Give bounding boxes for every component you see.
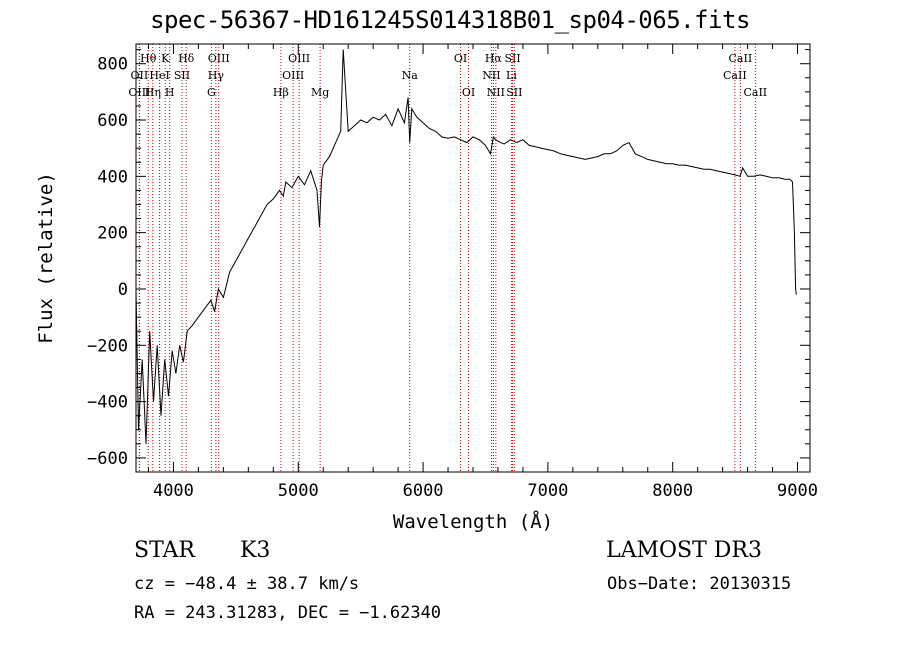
- x-tick-label-0: 4000: [153, 481, 194, 501]
- observation-date: Obs−Date: 20130315: [607, 574, 792, 594]
- line-marker-label-8: Hδ: [178, 52, 195, 65]
- line-marker-label-22: SII: [504, 52, 520, 65]
- x-tick-label-5: 9000: [777, 481, 818, 501]
- survey-name: LAMOST DR3: [606, 538, 762, 563]
- line-marker-label-1: OII: [131, 69, 149, 82]
- line-marker-label-5: Hη: [145, 86, 161, 99]
- line-marker-label-20: NII: [482, 69, 500, 82]
- line-marker-label-23: Li: [506, 69, 517, 82]
- y-tick-label-4: 200: [97, 224, 128, 244]
- sky-coordinates: RA = 243.31283, DEC = −1.62340: [134, 603, 442, 623]
- line-marker-label-3: K: [161, 52, 170, 65]
- x-tick-label-2: 6000: [403, 481, 444, 501]
- y-tick-label-3: 0: [118, 280, 128, 300]
- y-tick-label-5: 400: [97, 167, 128, 187]
- line-marker-label-21: NII: [487, 86, 505, 99]
- line-marker-label-27: CaII: [743, 86, 767, 99]
- line-marker-label-9: OIII: [208, 52, 230, 65]
- line-marker-label-12: Hβ: [273, 86, 289, 99]
- y-tick-label-2: −200: [87, 336, 128, 356]
- object-subclass: K3: [240, 538, 271, 563]
- chart-title: spec-56367-HD161245S014318B01_sp04-065.f…: [150, 6, 750, 34]
- y-axis-label: Flux (relative): [35, 172, 57, 344]
- line-marker-label-11: G: [207, 86, 216, 99]
- line-marker-label-7: H: [165, 86, 175, 99]
- redshift-velocity: cz = −48.4 ± 38.7 km/s: [134, 574, 360, 594]
- y-tick-label-1: −400: [87, 393, 128, 413]
- y-tick-label-0: −600: [87, 449, 128, 469]
- line-marker-label-26: CaII: [723, 69, 747, 82]
- y-tick-label-7: 800: [97, 55, 128, 75]
- line-marker-label-2: OIII: [128, 86, 150, 99]
- line-marker-label-19: Hα: [485, 52, 503, 65]
- line-marker-label-15: Mg: [311, 86, 329, 99]
- spectrum-line: [135, 49, 797, 444]
- object-class: STAR: [134, 538, 195, 563]
- line-marker-label-18: OI: [462, 86, 475, 99]
- x-tick-label-3: 7000: [527, 481, 568, 501]
- x-axis-label: Wavelength (Å): [393, 510, 553, 533]
- x-tick-label-4: 8000: [652, 481, 693, 501]
- line-marker-label-24: SII: [506, 86, 522, 99]
- line-marker-label-14: OIII: [282, 69, 304, 82]
- line-marker-label-4: HeI: [149, 69, 169, 82]
- line-marker-label-17: OI: [454, 52, 467, 65]
- line-marker-label-25: CaII: [729, 52, 753, 65]
- axis-ticks: 4000 5000 6000 7000 8000 9000 −600 −400 −200 0 200…: [87, 44, 818, 501]
- y-tick-label-6: 600: [97, 111, 128, 131]
- line-marker-label-10: Hγ: [208, 69, 225, 82]
- x-tick-label-1: 5000: [278, 481, 319, 501]
- line-marker-label-0: Hθ: [140, 52, 157, 65]
- line-marker-label-13: OIII: [288, 52, 310, 65]
- line-marker-label-16: Na: [402, 69, 419, 82]
- line-marker-label-6: SII: [174, 69, 190, 82]
- line-marker-group: Hθ OII OIII K HeI Hη SII H Hδ OIII Hγ G Hβ OIII OIII Mg…: [128, 44, 767, 472]
